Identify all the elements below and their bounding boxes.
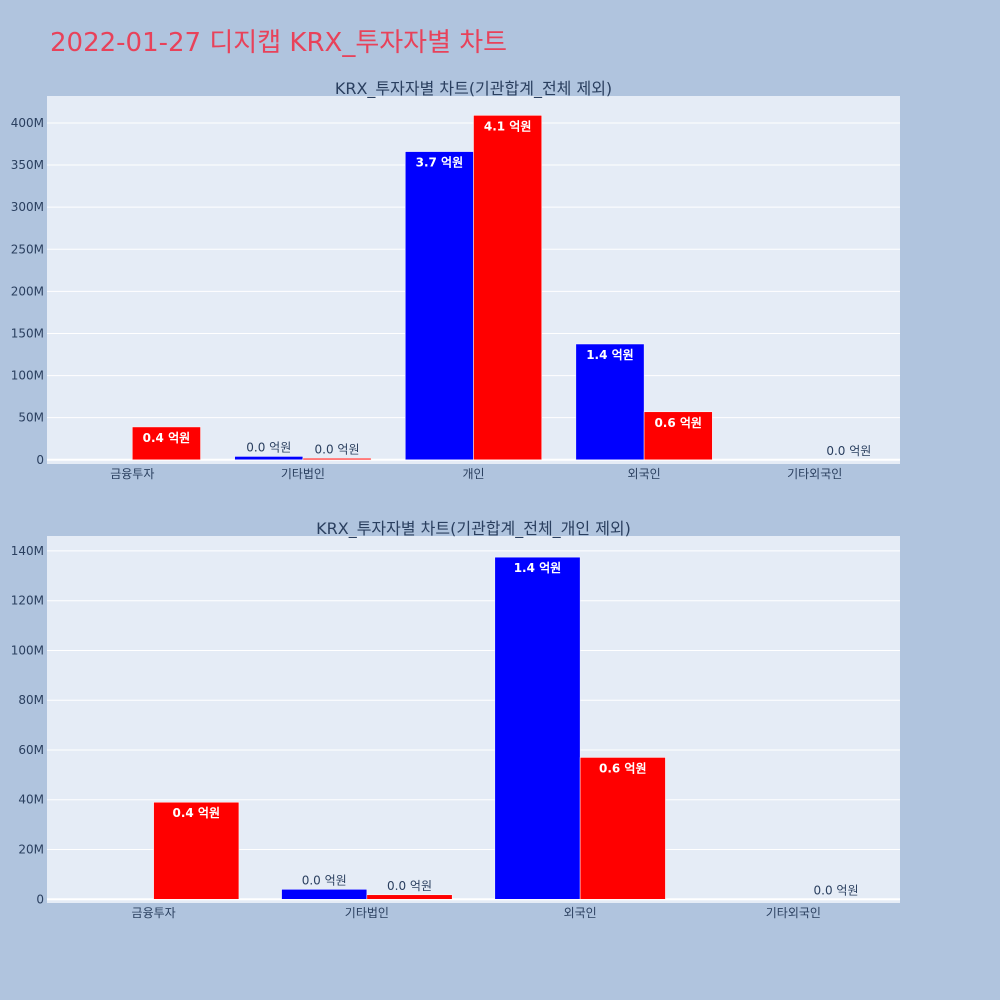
x-tick-label: 금융투자 <box>132 906 176 920</box>
bar-data-label: 0.0 억원 <box>826 444 871 458</box>
bar <box>366 894 453 900</box>
bar-data-label: 0.0 억원 <box>302 873 347 887</box>
bar-data-label: 0.0 억원 <box>315 442 360 456</box>
y-tick-label: 100M <box>11 369 44 383</box>
y-tick-label: 20M <box>18 843 44 857</box>
bar-data-label: 0.0 억원 <box>387 879 432 893</box>
y-tick-label: 400M <box>11 116 44 130</box>
bar <box>302 458 372 461</box>
y-tick-label: 200M <box>11 284 44 298</box>
x-tick-label: 기타법인 <box>345 906 389 920</box>
bar <box>234 456 304 461</box>
bar-data-label: 1.4 억원 <box>514 561 562 575</box>
chart-bottom: KRX_투자자별 차트(기관합계_전체_개인 제외) 0 20M 40M 60M 80M 1… <box>11 519 900 920</box>
bar-data-label: 0.6 억원 <box>654 416 702 430</box>
x-tick-label: 기타법인 <box>281 467 325 481</box>
y-tick-label: 140M <box>11 544 44 558</box>
bar <box>405 151 474 461</box>
bar <box>473 115 542 461</box>
y-tick-label: 300M <box>11 200 44 214</box>
y-tick-label: 60M <box>18 743 44 757</box>
y-tick-label: 0 <box>36 892 44 906</box>
x-tick-label: 금융투자 <box>110 467 154 481</box>
y-tick-label: 0 <box>36 453 44 467</box>
page-title: 2022-01-27 디지캡 KRX_투자자별 차트 <box>50 28 508 58</box>
bar <box>643 411 713 461</box>
bar <box>494 556 581 900</box>
bar <box>579 757 666 900</box>
bar-data-label: 0.4 억원 <box>143 431 191 445</box>
y-tick-label: 50M <box>18 411 44 425</box>
bar-data-label: 1.4 억원 <box>586 348 634 362</box>
bar <box>281 889 368 900</box>
bar-data-label: 4.1 억원 <box>484 119 532 133</box>
y-tick-label: 80M <box>18 693 44 707</box>
bar <box>153 801 240 900</box>
x-tick-label: 외국인 <box>564 906 597 920</box>
bar <box>575 343 645 461</box>
chart-title: KRX_투자자별 차트(기관합계_전체 제외) <box>335 79 612 99</box>
chart-title: KRX_투자자별 차트(기관합계_전체_개인 제외) <box>316 519 631 539</box>
x-tick-label: 기타외국인 <box>766 906 821 920</box>
bar-data-label: 3.7 억원 <box>416 156 464 170</box>
x-tick-label: 외국인 <box>628 467 661 481</box>
x-tick-label: 기타외국인 <box>787 467 842 481</box>
y-tick-label: 250M <box>11 242 44 256</box>
y-tick-label: 350M <box>11 158 44 172</box>
bar-data-label: 0.0 억원 <box>246 440 291 454</box>
chart-top: KRX_투자자별 차트(기관합계_전체 제외) 0 50M 100M 150M 200M 2… <box>11 79 900 481</box>
bar-data-label: 0.0 억원 <box>814 883 859 897</box>
bar <box>132 426 201 461</box>
y-tick-label: 40M <box>18 793 44 807</box>
x-tick-label: 개인 <box>462 467 484 481</box>
y-tick-label: 100M <box>11 643 44 657</box>
y-tick-label: 150M <box>11 326 44 340</box>
bar-data-label: 0.4 억원 <box>173 806 221 820</box>
bar-data-label: 0.6 억원 <box>599 761 647 775</box>
y-tick-label: 120M <box>11 594 44 608</box>
